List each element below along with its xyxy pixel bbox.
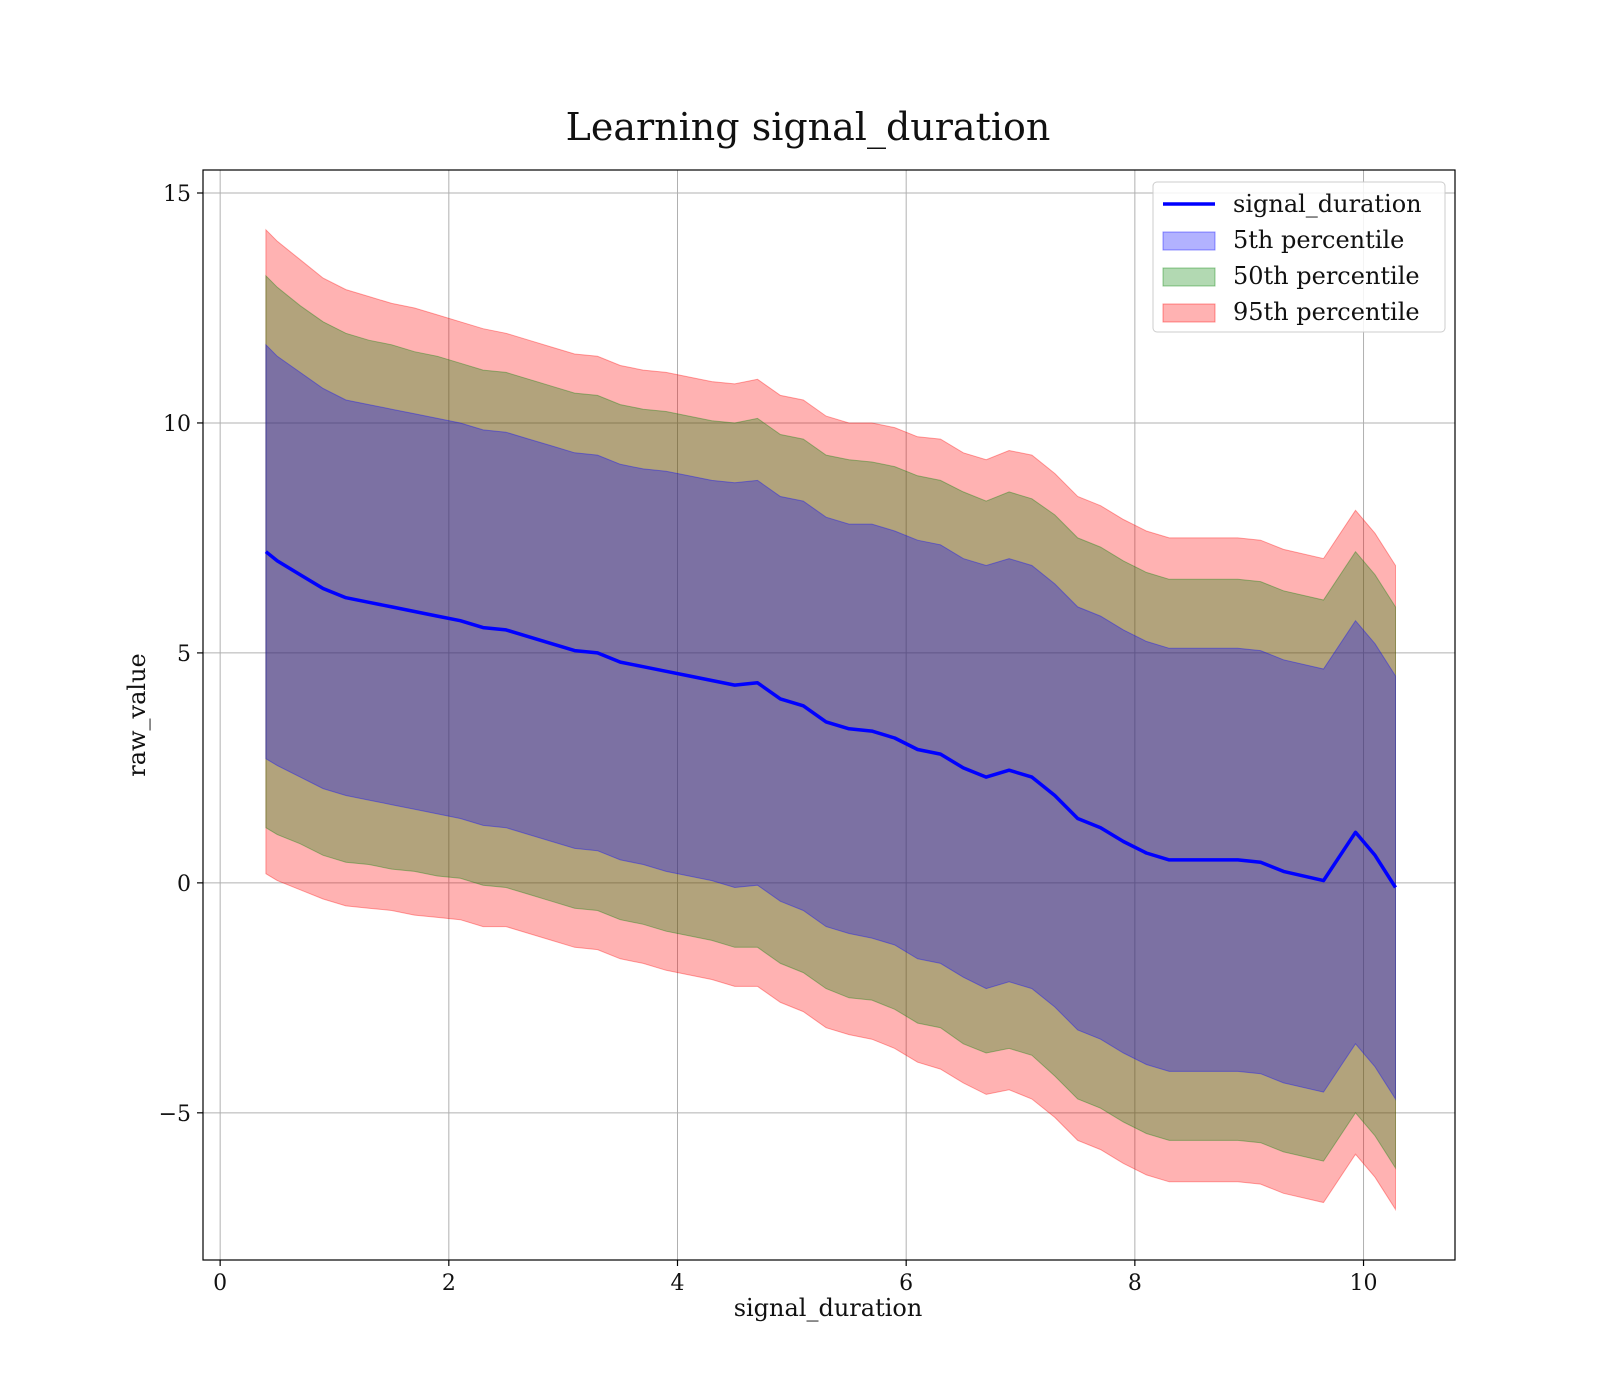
legend-label-5th-percentile: 5th percentile: [1233, 226, 1404, 254]
y-tick-label: 10: [163, 412, 191, 437]
legend-box: [1152, 181, 1446, 333]
legend-label-signal_duration: signal_duration: [1233, 190, 1422, 218]
legend: signal_duration 5th percentile 50th percen…: [1152, 181, 1446, 333]
chart-title: Learning signal_duration: [566, 105, 1051, 150]
legend-label-95th-percentile: 95th percentile: [1233, 298, 1420, 326]
y-axis-label: raw_value: [123, 653, 151, 777]
y-tick-label: 0: [177, 872, 191, 897]
legend-swatch-50th-percentile: [1162, 267, 1216, 287]
axis-ticks: 0 2 4 6 8 10 −5 0 5 10 15: [159, 182, 1378, 1296]
grid: [203, 170, 1455, 1260]
legend-swatch-5th-percentile: [1162, 231, 1216, 251]
x-tick-label: 4: [671, 1271, 685, 1296]
band-95th-percentile: [265, 228, 1396, 1212]
plot-frame: [202, 169, 1456, 1261]
x-tick-label: 10: [1350, 1271, 1378, 1296]
y-tick-label: 15: [163, 182, 191, 207]
percentile-bands: [265, 228, 1396, 1212]
signal-duration-line: [264, 550, 1397, 889]
x-axis-label: signal_duration: [734, 1294, 923, 1322]
y-tick-label: 5: [177, 642, 191, 667]
signal-line-layer: [264, 550, 1397, 889]
y-tick-label: −5: [159, 1102, 191, 1127]
x-tick-label: 6: [899, 1271, 913, 1296]
legend-swatch-95th-percentile: [1162, 303, 1216, 323]
x-tick-label: 0: [213, 1271, 227, 1296]
legend-label-50th-percentile: 50th percentile: [1233, 262, 1420, 290]
x-tick-label: 8: [1128, 1271, 1142, 1296]
x-tick-label: 2: [442, 1271, 456, 1296]
